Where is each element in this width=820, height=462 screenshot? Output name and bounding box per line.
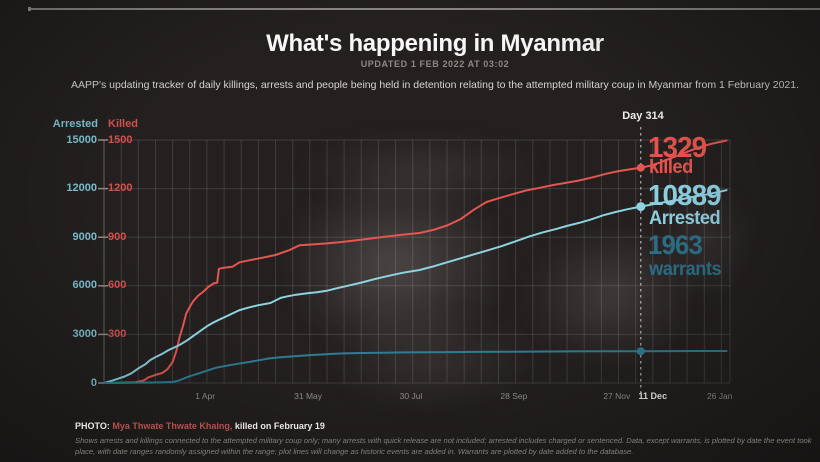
warrants-value: 1963 <box>648 230 703 260</box>
photo-credit-suffix: killed on February 19 <box>232 421 325 431</box>
day-marker-label: Day 314 <box>622 110 664 122</box>
x-tick-30-jul: 30 Jul <box>399 391 423 401</box>
marker-dot-killed <box>636 163 645 172</box>
photo-credit: PHOTO: Mya Thwate Thwate Khaing, killed … <box>75 421 325 431</box>
y-tick-killed: 900 <box>108 230 127 243</box>
page-title: What's happening in Myanmar <box>266 30 604 57</box>
y-tick-arrested: 6000 <box>72 279 97 292</box>
progress-line <box>28 8 820 10</box>
y-tick-arrested: 0 <box>90 376 97 389</box>
series-line-warrants <box>103 350 728 384</box>
y-tick-killed: 1200 <box>108 182 133 195</box>
updated-timestamp: UPDATED 1 FEB 2022 AT 03:02 <box>360 59 510 69</box>
y-tick-killed: 300 <box>108 327 127 340</box>
axis-label-arrested: Arrested <box>52 118 98 130</box>
marker-dot-arrested <box>636 202 646 212</box>
warrants-word: warrants <box>649 259 722 280</box>
y-tick-killed: 600 <box>108 279 127 292</box>
x-tick-11-dec: 11 Dec <box>638 391 668 401</box>
photo-lower-area <box>300 295 560 425</box>
photo-credit-prefix: PHOTO: <box>75 421 113 431</box>
y-tick-arrested: 9000 <box>72 230 97 243</box>
series-line-killed <box>103 139 728 384</box>
y-tick-killed: 1500 <box>108 133 133 146</box>
x-tick-1-apr: 1 Apr <box>195 391 216 401</box>
photo-highlight-far-right <box>645 165 765 315</box>
photo-hair-area <box>270 125 570 215</box>
progress-line-start <box>28 7 31 11</box>
arrested-value: 10889 <box>648 180 722 212</box>
y-tick-arrested: 15000 <box>66 133 97 146</box>
x-tick-27-nov: 27 Nov <box>603 391 631 401</box>
photo-face-area <box>250 145 540 385</box>
arrested-word: Arrested <box>649 208 721 229</box>
marker-dot-warrants <box>636 347 645 356</box>
x-tick-28-sep: 28 Sep <box>500 391 528 401</box>
y-tick-arrested: 12000 <box>66 182 97 195</box>
vertical-gridlines <box>120 140 731 383</box>
photo-credit-name: Mya Thwate Thwate Khaing, <box>112 421 233 431</box>
y-tick-arrested: 3000 <box>72 327 97 340</box>
killed-word: killed <box>649 157 693 178</box>
axis-tick-dashes <box>98 139 108 384</box>
series-line-arrested <box>103 189 728 384</box>
methodology-note: Shows arrests and killings connected to … <box>75 436 812 456</box>
killed-value: 1329 <box>648 132 707 164</box>
axis-label-killed: Killed <box>108 118 138 130</box>
x-tick-31-may: 31 May <box>294 391 323 401</box>
chart-description: AAPP's updating tracker of daily killing… <box>70 79 800 91</box>
x-tick-26-jan: 26 Jan <box>706 391 733 401</box>
